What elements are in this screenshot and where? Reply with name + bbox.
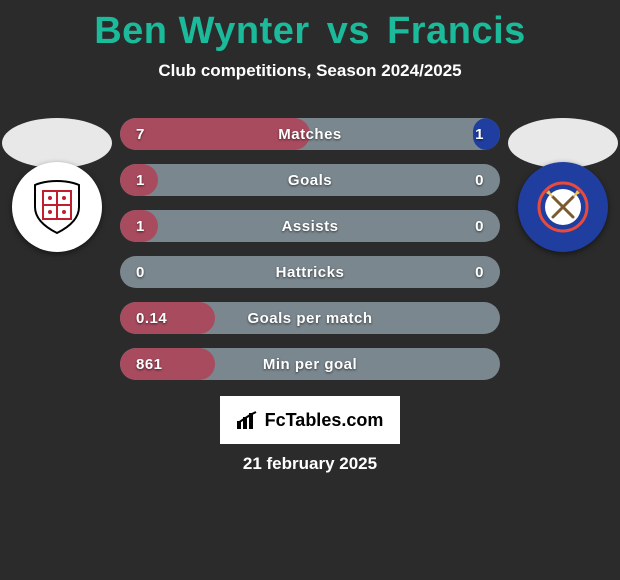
compare-panel: 71Matches10Goals10Assists00Hattricks0.14… — [0, 112, 620, 380]
crest-right — [518, 162, 608, 252]
stat-label: Goals per match — [120, 310, 500, 327]
stat-row: 1 0Assists — [120, 210, 500, 242]
page-title: Ben Wynter vs Francis — [0, 0, 620, 53]
mini-pitch-left — [2, 118, 112, 168]
player-right-name: Francis — [387, 10, 526, 52]
crest-right-icon — [531, 175, 595, 239]
stat-row: 0 0Hattricks — [120, 256, 500, 288]
stat-value-left: 7 — [136, 126, 145, 143]
crest-left — [12, 162, 102, 252]
stat-label: Goals — [120, 172, 500, 189]
stat-value-right: 1 — [475, 126, 484, 143]
stat-value-left: 1 — [136, 218, 145, 235]
stat-label: Hattricks — [120, 264, 500, 281]
stat-label: Assists — [120, 218, 500, 235]
crest-left-icon — [25, 175, 89, 239]
stat-value-left: 0.14 — [136, 310, 167, 327]
vs-word: vs — [327, 10, 370, 52]
branding-text: FcTables.com — [265, 410, 384, 431]
stat-value-right: 0 — [475, 218, 484, 235]
stat-value-left: 861 — [136, 356, 163, 373]
stat-row: 861Min per goal — [120, 348, 500, 380]
branding-badge: FcTables.com — [220, 396, 400, 444]
infographic-container: Ben Wynter vs Francis Club competitions,… — [0, 0, 620, 580]
subtitle: Club competitions, Season 2024/2025 — [0, 61, 620, 81]
stat-value-right: 0 — [475, 172, 484, 189]
stat-row: 0.14Goals per match — [120, 302, 500, 334]
stat-label: Min per goal — [120, 356, 500, 373]
stat-value-left: 1 — [136, 172, 145, 189]
stat-row: 7 1Matches — [120, 118, 500, 150]
date-text: 21 february 2025 — [0, 454, 620, 474]
stat-value-right: 0 — [475, 264, 484, 281]
stat-label: Matches — [120, 126, 500, 143]
stat-bars: 71Matches10Goals10Assists00Hattricks0.14… — [120, 118, 500, 380]
stat-row: 1 0Goals — [120, 164, 500, 196]
mini-pitch-right — [508, 118, 618, 168]
player-left-name: Ben Wynter — [94, 10, 309, 52]
branding-chart-icon — [237, 411, 259, 429]
stat-value-left: 0 — [136, 264, 145, 281]
